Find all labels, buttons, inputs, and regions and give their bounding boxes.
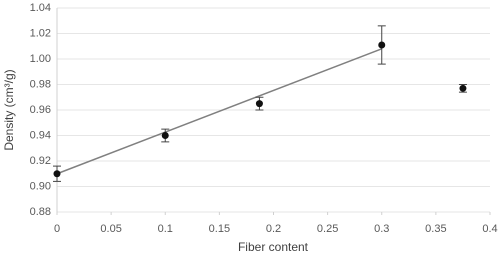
y-tick-label: 1.02 xyxy=(30,27,51,39)
x-tick-label: 0.4 xyxy=(482,223,497,235)
point xyxy=(255,100,263,108)
x-tick-label: 0.05 xyxy=(100,223,121,235)
y-tick-label: 0.94 xyxy=(30,129,51,141)
y-tick-label: 0.90 xyxy=(30,180,51,192)
point xyxy=(161,132,169,139)
x-tick-label: 0.2 xyxy=(266,223,281,235)
point xyxy=(53,170,61,178)
y-axis-label: Density (cm³/g) xyxy=(2,69,16,150)
x-tick-label: 0.1 xyxy=(158,223,173,235)
x-tick-label: 0.35 xyxy=(425,223,446,235)
y-tick-label: 1.04 xyxy=(30,2,51,14)
x-tick-label: 0 xyxy=(54,223,60,235)
y-tick-label: 0.96 xyxy=(30,104,51,116)
y-tick-label: 0.88 xyxy=(30,206,51,218)
x-tick-label: 0.3 xyxy=(374,223,389,235)
y-tick-label: 0.92 xyxy=(30,155,51,167)
trendline xyxy=(56,48,383,175)
y-tick-label: 0.98 xyxy=(30,78,51,90)
y-tick-label: 1.00 xyxy=(30,53,51,65)
x-tick-label: 0.15 xyxy=(209,223,230,235)
x-tick-label: 0.25 xyxy=(317,223,338,235)
x-axis-label: Fiber content xyxy=(238,240,309,254)
point xyxy=(459,84,467,92)
point xyxy=(378,41,386,49)
